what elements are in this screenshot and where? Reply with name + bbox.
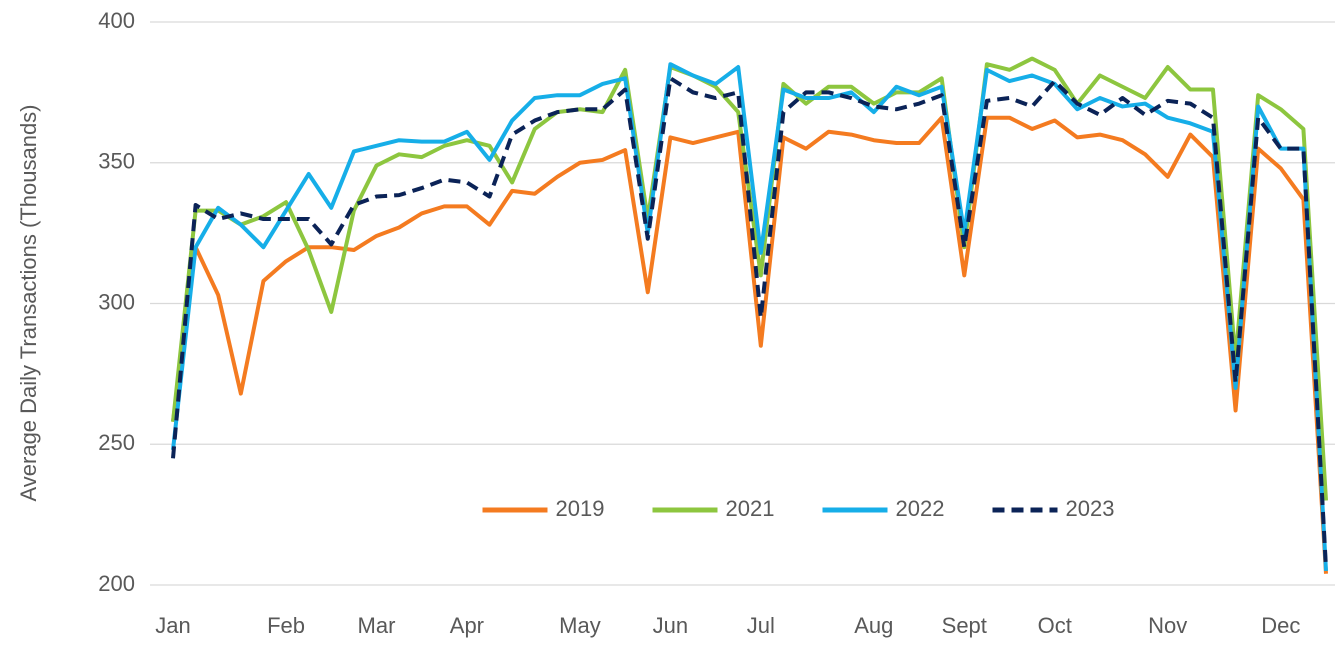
line-series — [171, 62, 1328, 572]
x-tick-label: Oct — [1038, 613, 1072, 638]
x-tick-label: Sept — [942, 613, 987, 638]
y-tick-label: 400 — [98, 8, 135, 33]
y-axis-label: Average Daily Transactions (Thousands) — [16, 104, 41, 501]
x-tick-label: Jul — [747, 613, 775, 638]
x-tick-label: Aug — [854, 613, 893, 638]
legend-label: 2021 — [726, 496, 775, 521]
x-tick-label: Dec — [1261, 613, 1300, 638]
legend-label: 2022 — [896, 496, 945, 521]
legend-label: 2023 — [1066, 496, 1115, 521]
y-tick-label: 350 — [98, 149, 135, 174]
x-tick-label: Nov — [1148, 613, 1187, 638]
x-tick-label: Jan — [155, 613, 190, 638]
x-tick-label: May — [559, 613, 601, 638]
line-series — [171, 115, 1328, 574]
x-tick-label: Jun — [653, 613, 688, 638]
y-tick-label: 300 — [98, 289, 135, 314]
x-tick-label: Apr — [450, 613, 484, 638]
y-tick-label: 200 — [98, 571, 135, 596]
y-tick-label: 250 — [98, 430, 135, 455]
line-series — [171, 56, 1328, 501]
x-tick-label: Mar — [358, 613, 396, 638]
line-series — [171, 76, 1328, 569]
x-tick-label: Feb — [267, 613, 305, 638]
legend-label: 2019 — [556, 496, 605, 521]
